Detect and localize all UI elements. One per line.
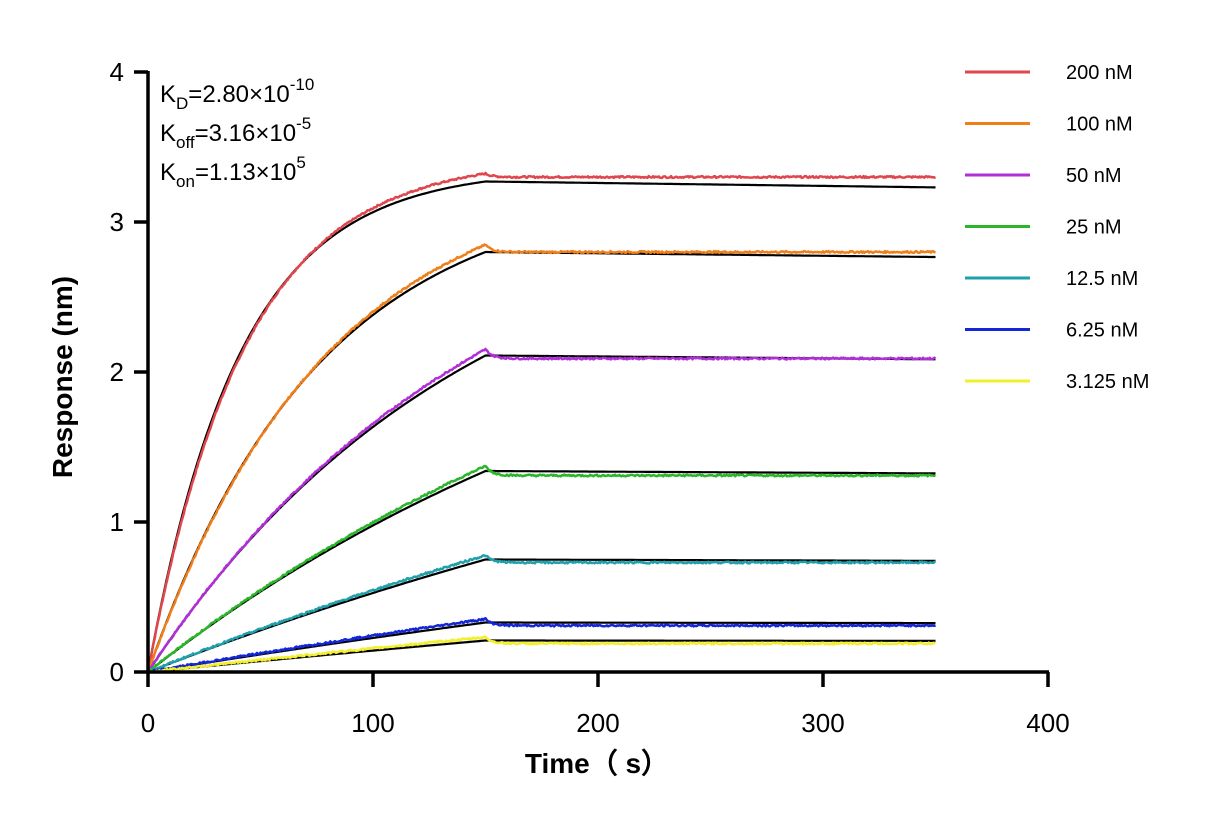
series-line-6.25-nM xyxy=(147,617,937,674)
y-tick-label: 0 xyxy=(110,657,124,687)
kinetics-symbol: K xyxy=(160,120,176,147)
x-tick-label: 0 xyxy=(141,708,155,738)
series-line-200-nM xyxy=(146,171,937,673)
x-tick-label: 400 xyxy=(1026,708,1069,738)
x-tick-label: 300 xyxy=(801,708,844,738)
kinetics-value: =2.80×10 xyxy=(188,81,289,108)
kinetics-exponent: 5 xyxy=(296,153,305,172)
kinetics-line-off: Koff=3.16×10-5 xyxy=(160,114,311,152)
series-line-50-nM xyxy=(147,347,937,673)
y-tick-label: 2 xyxy=(110,357,124,387)
kinetics-exponent: -10 xyxy=(290,75,315,94)
fit-curve-3.125-nM xyxy=(147,639,936,674)
series-line-25-nM xyxy=(147,464,936,673)
fit-curve-6.25-nM xyxy=(147,621,936,674)
y-tick-label: 1 xyxy=(110,507,124,537)
kinetics-symbol: K xyxy=(160,159,176,186)
kinetics-line-D: KD=2.80×10-10 xyxy=(160,75,314,113)
legend-label: 200 nM xyxy=(1066,62,1133,84)
kinetics-symbol: K xyxy=(160,81,176,108)
legend-label: 6.25 nM xyxy=(1066,320,1138,342)
kinetics-line-on: Kon=1.13×105 xyxy=(160,153,306,191)
kinetics-value: =3.16×10 xyxy=(195,120,296,147)
legend-label: 3.125 nM xyxy=(1066,371,1149,393)
series-line-100-nM xyxy=(146,243,936,673)
legend-label: 25 nM xyxy=(1066,217,1122,239)
legend: 200 nM 100 nM 50 nM 25 nM 12.5 nM 6.25 nM 3.12… xyxy=(965,62,1149,393)
x-tick-label: 100 xyxy=(351,708,394,738)
legend-label: 50 nM xyxy=(1066,165,1122,187)
y-tick-label: 4 xyxy=(110,57,124,87)
kinetics-subscript: off xyxy=(176,133,195,152)
kinetics-subscript: D xyxy=(176,94,188,113)
fit-curve-12.5-nM xyxy=(147,558,936,674)
kinetics-exponent: -5 xyxy=(296,114,311,133)
x-axis-title: Time（ s） xyxy=(525,747,669,779)
x-tick-label: 200 xyxy=(576,708,619,738)
x-ticks: 0 100 200 300 400 xyxy=(141,672,1070,738)
kinetics-subscript: on xyxy=(176,172,195,191)
fit-curves xyxy=(146,180,936,674)
series-line-3.125-nM xyxy=(147,635,936,674)
y-tick-label: 3 xyxy=(110,207,124,237)
y-axis-title: Response (nm) xyxy=(47,276,78,478)
y-ticks: 0 1 2 3 4 xyxy=(110,57,148,687)
data-series xyxy=(146,171,937,674)
legend-label: 12.5 nM xyxy=(1066,268,1138,290)
legend-label: 100 nM xyxy=(1066,114,1133,136)
fit-curve-100-nM xyxy=(146,250,936,673)
series-line-12.5-nM xyxy=(147,554,937,674)
kinetics-value: =1.13×10 xyxy=(195,159,296,186)
